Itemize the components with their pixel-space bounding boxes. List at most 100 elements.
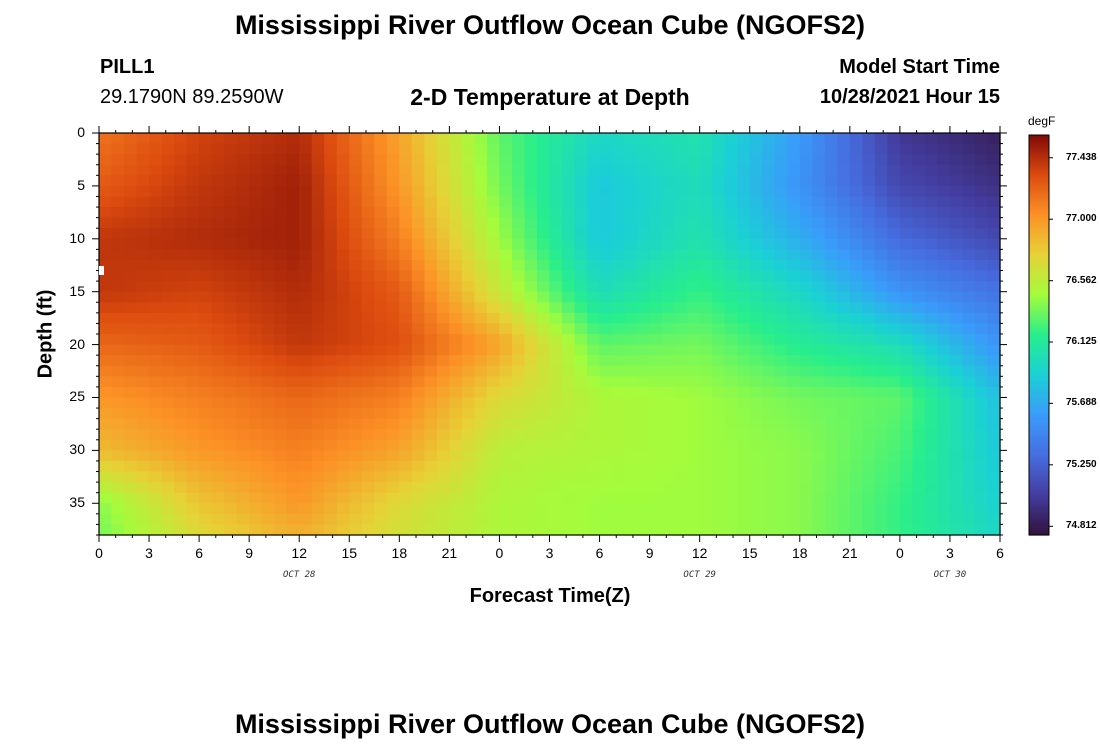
heatmap-cell (637, 503, 651, 515)
heatmap-cell (549, 439, 563, 451)
heatmap-cell (124, 397, 138, 409)
heatmap-cell (849, 503, 863, 515)
heatmap-cell (149, 175, 163, 187)
heatmap-cell (762, 217, 776, 229)
heatmap-cell (724, 217, 738, 229)
heatmap-cell (699, 312, 713, 325)
heatmap-cell (149, 397, 163, 409)
heatmap-cell (424, 334, 438, 346)
heatmap-cell (99, 196, 113, 208)
heatmap-cell (311, 439, 325, 451)
heatmap-cell (612, 228, 626, 240)
heatmap-cell (637, 175, 651, 187)
heatmap-cell (912, 175, 926, 187)
heatmap-cell (749, 408, 763, 420)
heatmap-cell (587, 386, 601, 399)
heatmap-cell (236, 323, 250, 335)
heatmap-cell (862, 482, 876, 494)
heatmap-cell (712, 259, 726, 272)
heatmap-cell (161, 164, 175, 176)
heatmap-cell (599, 471, 613, 483)
heatmap-cell (436, 154, 450, 166)
heatmap-cell (374, 291, 388, 303)
heatmap-cell (386, 365, 400, 377)
colorbar-step (1029, 185, 1049, 188)
heatmap-cell (374, 376, 388, 388)
heatmap-cell (449, 513, 463, 526)
heatmap-cell (962, 207, 976, 219)
heatmap-cell (524, 154, 538, 166)
heatmap-cell (461, 175, 476, 187)
heatmap-cell (449, 249, 463, 261)
heatmap-cell (699, 133, 713, 145)
heatmap-cell (536, 334, 551, 346)
heatmap-cell (774, 185, 788, 198)
heatmap-cell (912, 386, 926, 399)
heatmap-cell (749, 439, 763, 451)
heatmap-cell (787, 302, 801, 314)
heatmap-cell (261, 217, 275, 229)
heatmap-cell (186, 207, 200, 219)
heatmap-cell (524, 207, 538, 219)
colorbar-step (1029, 373, 1049, 376)
heatmap-cell (274, 439, 288, 451)
heatmap-cell (286, 471, 300, 483)
heatmap-cell (674, 291, 688, 303)
heatmap-cell (749, 334, 763, 346)
heatmap-cell (461, 281, 476, 293)
heatmap-cell (724, 492, 738, 504)
colorbar-step (1029, 171, 1049, 174)
heatmap-cell (774, 365, 788, 377)
heatmap-cell (524, 439, 538, 451)
heatmap-cell (887, 460, 901, 473)
heatmap-cell (161, 154, 175, 166)
colorbar-step (1029, 235, 1049, 238)
heatmap-cell (349, 524, 363, 536)
heatmap-cell (124, 185, 138, 198)
colorbar-step (1029, 237, 1049, 240)
heatmap-cell (324, 154, 338, 166)
heatmap-cell (649, 281, 663, 293)
heatmap-cell (812, 492, 826, 504)
heatmap-cell (286, 513, 300, 526)
heatmap-cell (787, 408, 801, 420)
colorbar-step (1029, 157, 1049, 160)
heatmap-cell (562, 492, 576, 504)
colorbar-tick-label: 74.812 (1066, 520, 1097, 532)
heatmap-cell (562, 164, 576, 176)
heatmap-cell (236, 281, 250, 293)
heatmap-cell (937, 302, 951, 314)
heatmap-cell (862, 334, 876, 346)
heatmap-cell (587, 482, 601, 494)
heatmap-cell (949, 312, 964, 325)
heatmap-cell (536, 270, 551, 282)
heatmap-cell (324, 185, 338, 198)
heatmap-cell (937, 397, 951, 409)
heatmap-cell (161, 143, 175, 155)
heatmap-cell (486, 408, 501, 420)
heatmap-cell (912, 492, 926, 504)
heatmap-cell (361, 302, 375, 314)
heatmap-cell (624, 503, 638, 515)
heatmap-cell (799, 492, 813, 504)
heatmap-cell (599, 344, 613, 356)
heatmap-cell (324, 482, 338, 494)
heatmap-cell (136, 259, 150, 272)
heatmap-cell (674, 238, 688, 250)
heatmap-cell (587, 524, 601, 536)
heatmap-cell (424, 355, 438, 367)
heatmap-cell (962, 503, 976, 515)
heatmap-cell (974, 365, 989, 377)
heatmap-cell (499, 164, 513, 176)
heatmap-cell (461, 143, 476, 155)
heatmap-cell (974, 397, 989, 409)
colorbar-step (1029, 503, 1049, 506)
heatmap-cell (336, 376, 350, 388)
heatmap-cell (824, 259, 838, 272)
colorbar-step (1029, 211, 1049, 214)
heatmap-cell (361, 450, 375, 462)
heatmap-cell (124, 503, 138, 515)
heatmap-cell (249, 386, 263, 399)
heatmap-cell (349, 185, 363, 198)
heatmap-cell (399, 238, 413, 250)
